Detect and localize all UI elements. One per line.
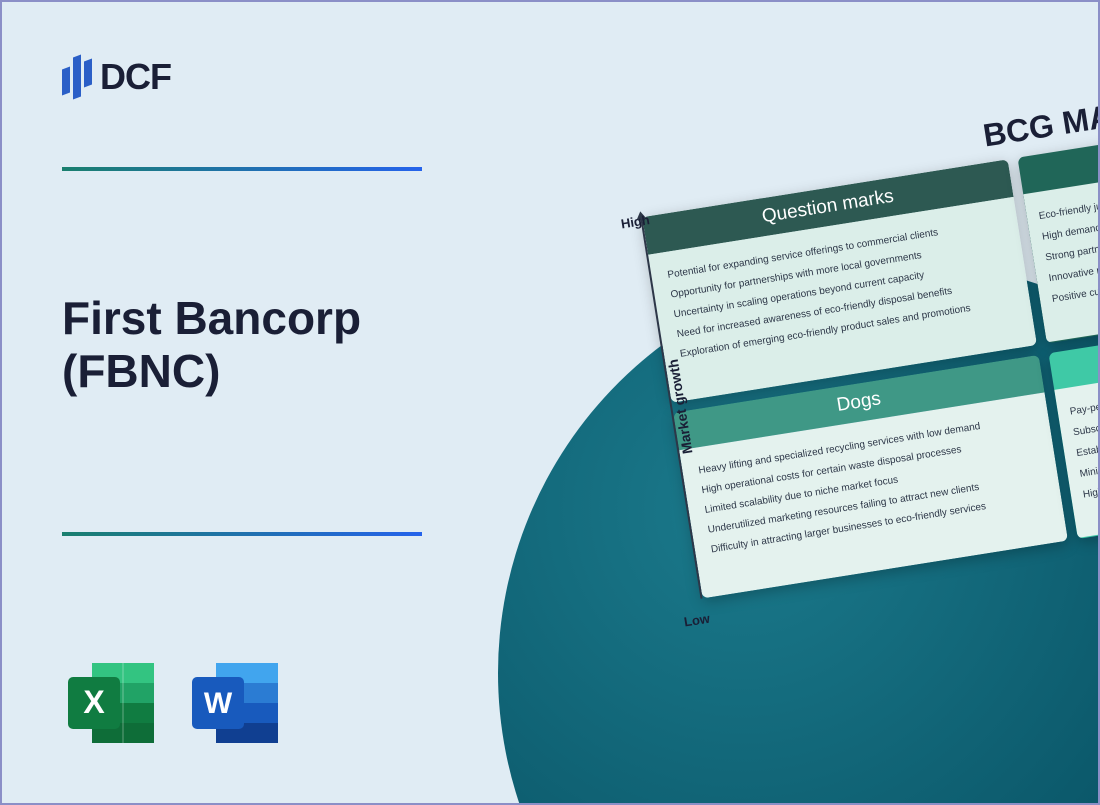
logo-bars-icon: [62, 52, 92, 102]
app-icons-row: X W: [62, 653, 286, 753]
canvas: DCF First Bancorp(FBNC) X W BCG MATR: [0, 0, 1100, 805]
word-icon: W: [186, 653, 286, 753]
page-title: First Bancorp(FBNC): [62, 292, 361, 398]
logo: DCF: [62, 52, 171, 102]
divider-top: [62, 167, 422, 171]
svg-text:X: X: [83, 684, 105, 720]
divider-bottom: [62, 532, 422, 536]
svg-text:W: W: [204, 687, 233, 720]
logo-text: DCF: [100, 56, 171, 98]
bcg-matrix: BCG MATRIX High Low Market growth Market…: [586, 82, 1100, 606]
excel-icon: X: [62, 653, 162, 753]
